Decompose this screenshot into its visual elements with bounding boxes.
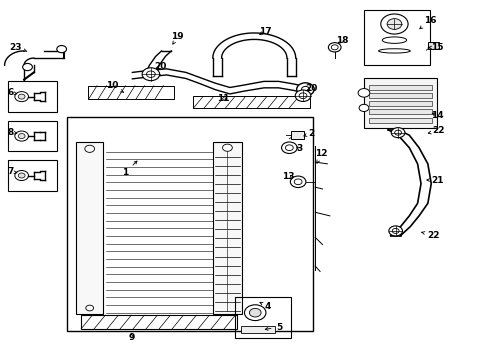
Circle shape (328, 42, 340, 52)
Text: 21: 21 (426, 176, 443, 185)
Text: 22: 22 (427, 126, 444, 135)
Text: 4: 4 (260, 302, 270, 311)
Text: 13: 13 (282, 172, 294, 181)
Circle shape (380, 14, 407, 34)
Circle shape (249, 309, 261, 317)
Bar (88, 86, 173, 99)
Text: 7: 7 (7, 167, 17, 176)
Text: 9: 9 (128, 333, 134, 342)
Circle shape (294, 179, 302, 185)
Text: 1: 1 (122, 161, 137, 177)
Circle shape (146, 71, 155, 77)
Text: 3: 3 (296, 144, 302, 153)
Circle shape (15, 131, 28, 141)
Circle shape (295, 90, 310, 102)
Circle shape (57, 45, 66, 53)
Bar (76, 142, 103, 315)
Text: 11: 11 (217, 94, 229, 103)
Bar (8, 121, 57, 151)
Circle shape (386, 19, 401, 30)
Circle shape (15, 91, 28, 102)
Text: 19: 19 (171, 32, 183, 44)
Circle shape (301, 86, 309, 92)
Text: 15: 15 (427, 43, 443, 52)
Circle shape (222, 144, 232, 151)
Text: 8: 8 (7, 128, 17, 137)
Circle shape (285, 145, 293, 150)
Text: 12: 12 (315, 149, 327, 163)
Circle shape (394, 130, 401, 135)
Circle shape (391, 228, 398, 233)
Bar (193, 96, 310, 108)
Circle shape (142, 68, 159, 81)
Circle shape (18, 173, 25, 178)
Text: 20: 20 (154, 62, 166, 71)
Bar (363, 10, 429, 65)
Bar (363, 78, 436, 128)
Bar (8, 81, 57, 112)
Circle shape (15, 171, 28, 180)
Circle shape (22, 63, 32, 71)
Bar (368, 109, 431, 114)
Bar (234, 297, 290, 338)
Circle shape (299, 93, 306, 99)
Text: 17: 17 (258, 27, 271, 36)
Circle shape (290, 176, 305, 188)
Circle shape (358, 104, 368, 112)
Bar (368, 118, 431, 123)
Bar (240, 325, 274, 333)
Text: 20: 20 (305, 84, 317, 93)
Text: 16: 16 (419, 16, 435, 29)
Bar (8, 160, 57, 191)
Text: 18: 18 (335, 36, 347, 45)
Text: 6: 6 (7, 88, 17, 97)
Bar (81, 315, 237, 329)
Bar (290, 131, 304, 139)
Circle shape (390, 128, 404, 138)
Circle shape (330, 45, 337, 50)
Bar (368, 85, 431, 90)
Text: 2: 2 (303, 129, 314, 138)
Text: 22: 22 (421, 231, 439, 240)
Circle shape (281, 142, 297, 153)
Text: 5: 5 (264, 323, 282, 332)
Polygon shape (387, 130, 430, 235)
Circle shape (357, 89, 369, 97)
Circle shape (296, 83, 314, 96)
Bar (368, 93, 431, 98)
Bar (427, 42, 438, 49)
Text: 23: 23 (9, 43, 27, 52)
Circle shape (18, 134, 25, 139)
Bar (212, 142, 242, 315)
Polygon shape (212, 33, 295, 58)
Circle shape (244, 305, 265, 320)
Bar (66, 117, 312, 330)
Text: 10: 10 (105, 81, 123, 92)
Bar (368, 101, 431, 106)
Polygon shape (132, 69, 303, 94)
Text: 14: 14 (430, 111, 443, 120)
Circle shape (388, 226, 402, 236)
Circle shape (18, 94, 25, 99)
